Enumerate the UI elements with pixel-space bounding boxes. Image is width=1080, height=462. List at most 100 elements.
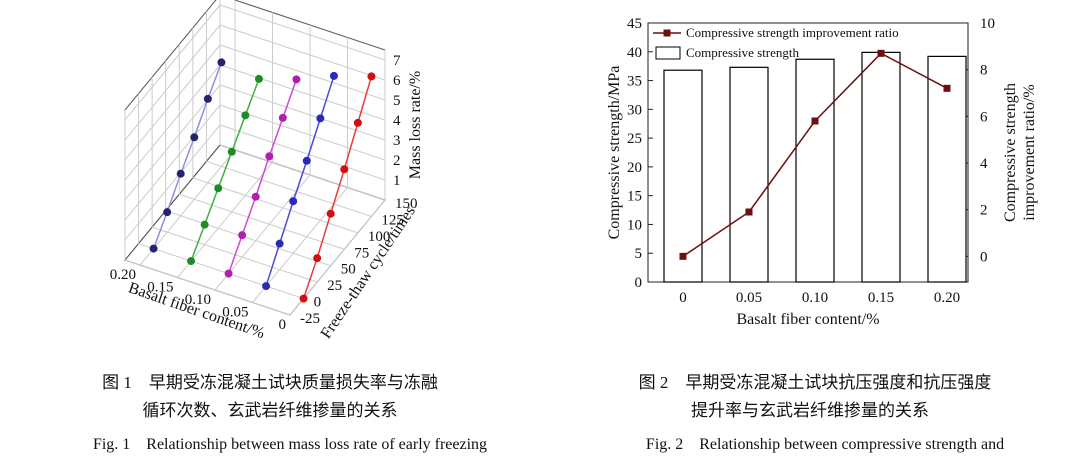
x-axis-label: Basalt fiber content/% — [736, 311, 879, 328]
series-line — [302, 76, 373, 299]
z-tick-label: 5 — [393, 93, 401, 109]
z-tick-label: 7 — [393, 53, 401, 69]
grid-line — [206, 160, 372, 217]
data-point — [265, 152, 274, 161]
y2-tick-label: 4 — [980, 156, 988, 172]
y-tick-label: 25 — [627, 131, 642, 147]
legend-swatch — [663, 29, 671, 37]
x-tick-label: 0.15 — [147, 280, 173, 296]
y-tick-label: 0 — [635, 275, 643, 291]
grid-line — [219, 84, 386, 141]
grid-line — [124, 64, 221, 181]
y-tick-label: 15 — [627, 189, 642, 205]
caption: 提升率与玄武岩纤维掺量的关系 — [691, 401, 929, 420]
data-point — [316, 114, 325, 123]
y2-tick-label: 0 — [980, 249, 988, 265]
bar — [729, 66, 769, 283]
x-tick-label: 0.10 — [802, 290, 828, 306]
grid-line — [124, 104, 221, 221]
y-tick-label: 50 — [341, 262, 356, 278]
x-tick-label: 0.10 — [185, 292, 211, 308]
grid-line — [219, 4, 386, 61]
data-point — [214, 184, 223, 193]
y2-axis-label: improvement ratio/% — [1021, 84, 1038, 220]
data-point — [289, 197, 298, 206]
x-tick-label: 0.20 — [934, 290, 960, 306]
caption: Fig. 2 Relationship between compressive … — [645, 436, 1005, 453]
x-tick-label: 0.05 — [736, 290, 762, 306]
x-tick-label: 0.15 — [868, 290, 894, 306]
y2-tick-label: 2 — [980, 203, 988, 219]
y-axis-label: Compressive strength/MPa — [606, 66, 623, 240]
x-tick-label: 0 — [679, 290, 687, 306]
y-tick-label: 10 — [627, 217, 642, 233]
data-point — [292, 75, 301, 84]
series-line — [265, 75, 335, 287]
y2-tick-label: 8 — [980, 63, 988, 79]
y-tick-label: 75 — [354, 245, 369, 261]
data-point — [353, 118, 362, 127]
y-tick-label: -25 — [300, 311, 320, 327]
grid-line — [179, 193, 345, 250]
bar — [795, 58, 835, 283]
grid-line — [219, 44, 386, 101]
data-point — [262, 282, 271, 291]
legend-label: Compressive strength improvement ratio — [686, 25, 899, 40]
data-point — [275, 239, 284, 248]
data-point — [745, 208, 753, 216]
grid-line — [138, 243, 304, 300]
y2-tick-label: 10 — [980, 16, 995, 32]
y-tick-label: 30 — [627, 102, 642, 118]
data-point — [217, 58, 226, 67]
data-point — [943, 84, 951, 92]
y-tick-label: 20 — [627, 160, 642, 176]
x-tick-label: 0.05 — [222, 305, 248, 321]
data-point — [238, 231, 247, 240]
caption: 图 2 早期受冻混凝土试块抗压强度和抗压强度 — [638, 373, 992, 392]
data-point — [149, 244, 158, 253]
data-point — [187, 257, 196, 266]
caption: 循环次数、玄武岩纤维掺量的关系 — [142, 401, 398, 420]
y2-tick-label: 6 — [980, 109, 988, 125]
data-point — [329, 71, 338, 80]
z-tick-label: 6 — [393, 73, 401, 89]
grid-line — [124, 44, 221, 161]
data-point — [302, 156, 311, 165]
data-point — [200, 220, 209, 229]
data-point — [176, 169, 185, 178]
z-tick-label: 4 — [393, 113, 401, 129]
series-line — [227, 79, 298, 274]
grid-line — [219, 24, 386, 81]
grid-line — [124, 24, 221, 141]
data-point — [367, 72, 376, 81]
data-point — [227, 147, 236, 156]
grid-line — [219, 124, 386, 181]
z-axis-label: Mass loss rate/% — [407, 71, 424, 179]
legend-label: Compressive strength — [686, 45, 800, 60]
data-point — [241, 111, 250, 120]
y-tick-label: 150 — [395, 196, 418, 212]
grid-line — [124, 4, 221, 121]
legend-swatch — [655, 46, 681, 60]
grid-line — [124, 124, 221, 241]
y2-axis-label: Compressive strength — [1002, 83, 1019, 222]
data-point — [254, 74, 263, 83]
data-point — [679, 252, 687, 260]
bar — [663, 69, 703, 283]
z-tick-label: 2 — [393, 153, 401, 169]
data-point — [811, 117, 819, 125]
caption: Fig. 1 Relationship between mass loss ra… — [92, 436, 488, 453]
grid-line — [219, 64, 386, 121]
data-point — [190, 133, 199, 142]
data-point — [313, 254, 322, 263]
y-tick-label: 45 — [627, 16, 642, 32]
grid-line — [165, 210, 331, 267]
y-tick-label: 125 — [381, 212, 404, 228]
y-tick-label: 25 — [327, 278, 342, 294]
data-point — [340, 165, 349, 174]
y-tick-label: 100 — [368, 229, 391, 245]
grid-line — [124, 84, 221, 201]
series-line — [152, 62, 223, 249]
y-tick-label: 5 — [635, 246, 643, 262]
